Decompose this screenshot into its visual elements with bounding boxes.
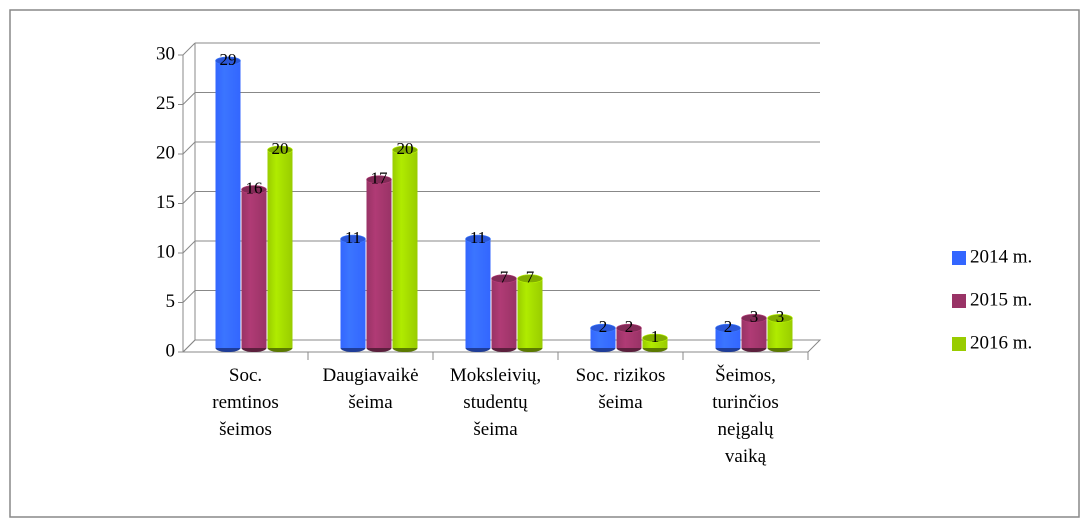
legend-swatch	[952, 251, 966, 265]
bar	[267, 150, 293, 348]
bar-top	[715, 323, 741, 333]
bar-top	[340, 234, 366, 244]
bar-top	[590, 323, 616, 333]
bar	[215, 60, 241, 349]
value-label: 11	[345, 228, 361, 247]
y-tick-label: 30	[156, 43, 175, 64]
legend-swatch	[952, 294, 966, 308]
value-label: 7	[500, 268, 509, 287]
x-tick-label: Soc. rizikos šeima	[575, 365, 666, 413]
legend-label: 2014 m.	[970, 246, 1032, 267]
bar-top	[392, 145, 418, 155]
legend-label: 2015 m.	[970, 289, 1032, 310]
value-label: 2	[599, 317, 608, 336]
bar-top	[741, 313, 767, 323]
value-label: 3	[776, 307, 785, 326]
bar	[366, 179, 392, 348]
bar	[715, 328, 741, 348]
bar	[491, 278, 517, 348]
x-tick-label: Šeimos, turinčios neįgalų vaiką	[712, 365, 779, 467]
value-label: 7	[526, 268, 535, 287]
bar	[465, 239, 491, 348]
x-tick-label: Daugiavaikė šeima	[322, 365, 419, 413]
value-label: 1	[651, 327, 660, 346]
bar-top	[517, 274, 543, 284]
bar-top	[491, 274, 517, 284]
grid-line-side	[182, 191, 196, 204]
y-tick-label: 10	[156, 241, 175, 262]
y-tick-label: 15	[156, 192, 175, 213]
grid-line-side	[182, 141, 196, 155]
legend-label: 2016 m.	[970, 332, 1032, 353]
value-label: 3	[750, 307, 759, 326]
bar	[517, 278, 543, 348]
bar	[642, 338, 668, 348]
bar-top	[366, 175, 392, 184]
bar-top	[465, 234, 491, 244]
value-label: 20	[397, 139, 414, 158]
bar	[590, 328, 616, 348]
value-label: 11	[470, 228, 486, 247]
y-tick-label: 5	[166, 291, 176, 312]
y-tick-label: 0	[166, 340, 176, 361]
bar	[767, 318, 793, 348]
bar-top	[241, 185, 267, 194]
legend-swatch	[952, 337, 966, 351]
y-tick-label: 20	[156, 142, 175, 163]
grid-line-side	[182, 290, 196, 303]
grid-line-side	[182, 92, 196, 105]
chart-border	[9, 9, 1080, 518]
value-label: 2	[625, 317, 634, 336]
bar	[392, 150, 418, 348]
grid-line-side	[182, 339, 196, 353]
value-label: 20	[272, 139, 289, 158]
value-label: 29	[220, 50, 237, 69]
bar-top	[616, 323, 642, 333]
bar-top	[642, 333, 668, 343]
value-label: 16	[246, 179, 263, 198]
bar	[616, 328, 642, 348]
value-label: 17	[371, 169, 389, 188]
y-tick-label: 25	[156, 93, 175, 114]
grid-line-side	[182, 240, 196, 254]
bar-top	[767, 313, 793, 323]
x-tick-label: Moksleivių, studentų šeima	[449, 365, 542, 440]
bar	[340, 239, 366, 348]
bar-top	[215, 56, 241, 66]
bar	[741, 318, 767, 348]
value-label: 2	[724, 317, 733, 336]
grid-line-side	[182, 42, 196, 56]
bar-top	[267, 145, 293, 155]
bar	[241, 189, 267, 348]
x-tick-label: Soc. remtinos šeimos	[212, 365, 279, 440]
